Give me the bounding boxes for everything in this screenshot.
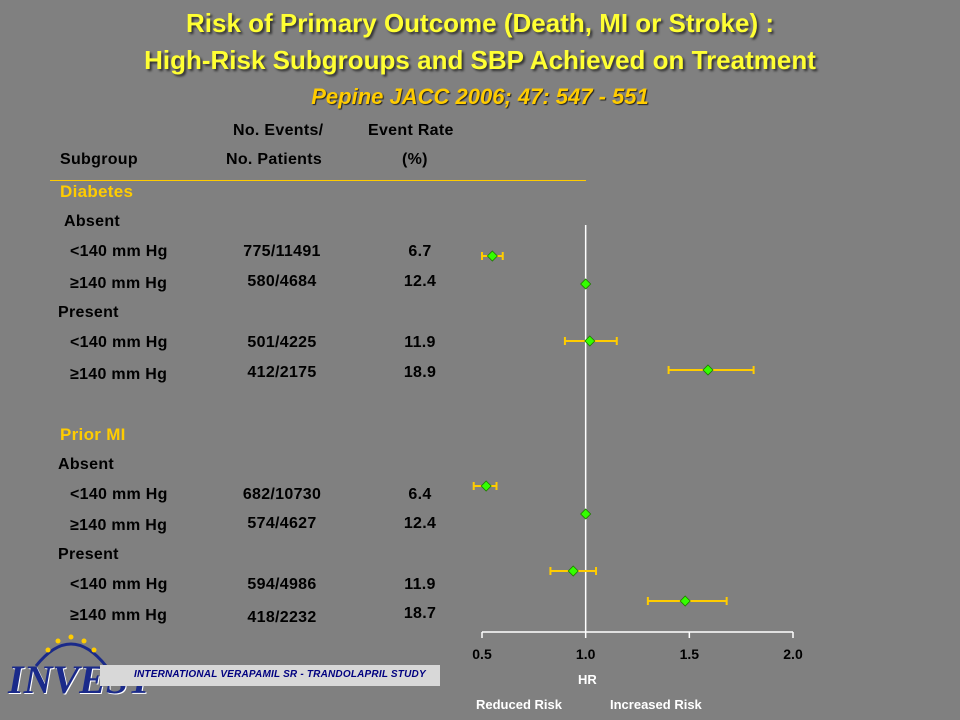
events-header-line2: No. Patients bbox=[226, 151, 323, 168]
study-banner bbox=[100, 665, 440, 686]
hr-marker bbox=[580, 508, 592, 520]
rate-header-line2: (%) bbox=[402, 151, 428, 168]
hr-marker bbox=[567, 565, 579, 577]
x-tick-label: 1.0 bbox=[576, 646, 596, 662]
title-line-2: High-Risk Subgroups and SBP Achieved on … bbox=[144, 45, 816, 75]
hr-marker bbox=[584, 335, 596, 347]
row-events: 501/4225 bbox=[247, 334, 317, 351]
section-diabetes: Diabetes bbox=[60, 182, 134, 201]
rate-header-line1: Event Rate bbox=[368, 122, 454, 139]
hr-marker bbox=[580, 278, 592, 290]
row-label: ≥140 mm Hg bbox=[70, 607, 168, 624]
subgroup-header: Subgroup bbox=[60, 151, 138, 168]
hr-marker bbox=[480, 480, 492, 492]
events-header-line1: No. Events/ bbox=[233, 122, 324, 139]
section-prior-mi: Prior MI bbox=[60, 425, 126, 444]
group-label-diabetes-absent: Absent bbox=[64, 213, 121, 230]
header-rule bbox=[50, 180, 586, 181]
row-rate: 12.4 bbox=[403, 515, 437, 532]
row-label: <140 mm Hg bbox=[70, 334, 168, 351]
row-events: 775/11491 bbox=[243, 243, 321, 260]
row-events: 574/4627 bbox=[247, 515, 317, 532]
row-label: ≥140 mm Hg bbox=[70, 275, 168, 292]
title-line-1: Risk of Primary Outcome (Death, MI or St… bbox=[185, 8, 774, 38]
citation: Pepine JACC 2006; 47: 547 - 551 bbox=[311, 84, 649, 109]
row-label: <140 mm Hg bbox=[70, 576, 168, 593]
row-label: ≥140 mm Hg bbox=[70, 366, 168, 383]
row-events: 594/4986 bbox=[247, 576, 317, 593]
x-tick-label: 2.0 bbox=[783, 646, 803, 662]
x-axis-label: HR bbox=[578, 672, 597, 687]
logo-globe-icon bbox=[34, 634, 108, 667]
row-events: 682/10730 bbox=[242, 486, 322, 503]
row-rate: 6.4 bbox=[408, 486, 432, 503]
row-rate: 11.9 bbox=[404, 576, 436, 593]
study-name: INTERNATIONAL VERAPAMIL SR - TRANDOLAPRI… bbox=[134, 669, 426, 680]
row-rate: 18.9 bbox=[403, 364, 437, 381]
increased-risk-label: Increased Risk bbox=[610, 697, 702, 712]
x-tick-label: 0.5 bbox=[472, 646, 492, 662]
x-tick-label: 1.5 bbox=[680, 646, 700, 662]
row-rate: 11.9 bbox=[404, 334, 436, 351]
row-label: <140 mm Hg bbox=[70, 486, 168, 503]
group-label-prior-mi-absent: Absent bbox=[58, 456, 115, 473]
group-label-diabetes-present: Present bbox=[58, 304, 119, 321]
row-rate: 12.4 bbox=[403, 273, 437, 290]
hr-marker bbox=[486, 250, 498, 262]
row-label: <140 mm Hg bbox=[70, 243, 168, 260]
reduced-risk-label: Reduced Risk bbox=[476, 697, 562, 712]
row-events: 412/2175 bbox=[247, 364, 317, 381]
group-label-prior-mi-present: Present bbox=[58, 546, 119, 563]
row-events: 418/2232 bbox=[247, 609, 317, 626]
row-rate: 18.7 bbox=[403, 605, 437, 622]
hr-marker bbox=[702, 364, 714, 376]
row-events: 580/4684 bbox=[247, 273, 317, 290]
hr-marker bbox=[679, 595, 691, 607]
row-rate: 6.7 bbox=[408, 243, 432, 260]
row-label: ≥140 mm Hg bbox=[70, 517, 168, 534]
